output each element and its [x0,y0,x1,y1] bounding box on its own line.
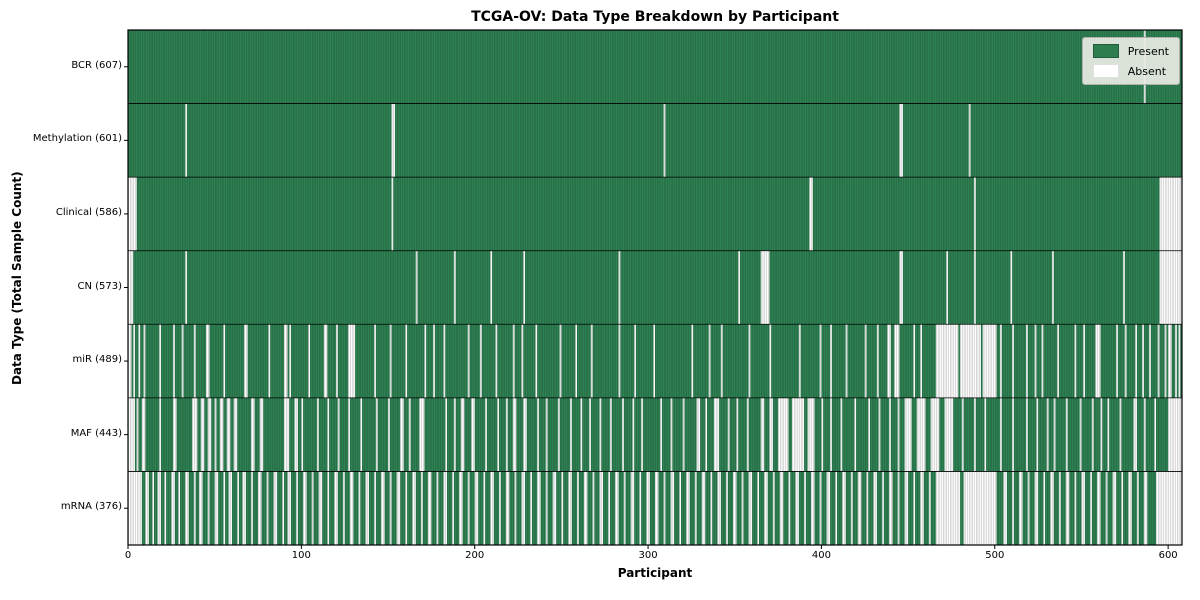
x-axis-label: Participant [617,566,693,580]
row-label: BCR (607) [71,59,122,71]
legend: Present Absent [1081,37,1180,85]
legend-label-present: Present [1127,44,1169,58]
x-tick-label: 600 [1158,550,1178,561]
row-label: MAF (443) [70,427,122,439]
row-label: miR (489) [72,354,122,366]
row-label: mRNA (376) [60,501,122,513]
legend-item-present: Present [1092,44,1169,58]
x-tick-label: 300 [638,550,658,561]
row-label: Methylation (601) [32,133,122,145]
x-tick-label: 0 [124,550,132,561]
legend-swatch-absent [1092,64,1119,78]
bar-edge-texture [128,30,1182,545]
x-tick-label: 500 [985,550,1005,561]
legend-item-absent: Absent [1092,64,1169,78]
chart-title: TCGA-OV: Data Type Breakdown by Particip… [471,9,839,25]
legend-label-absent: Absent [1127,64,1167,78]
row-label: CN (573) [77,280,122,292]
row-label: Clinical (586) [55,206,122,218]
x-tick-label: 400 [811,550,831,561]
x-tick-label: 200 [465,550,485,561]
x-tick-label: 100 [291,550,311,561]
legend-swatch-present [1092,44,1119,58]
